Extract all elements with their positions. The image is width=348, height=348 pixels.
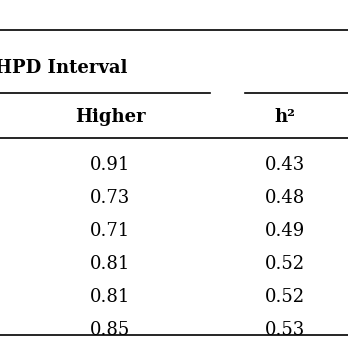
Text: 0.49: 0.49 — [265, 222, 305, 240]
Text: 0.48: 0.48 — [265, 189, 305, 207]
Text: HPD Interval: HPD Interval — [0, 59, 127, 77]
Text: Higher: Higher — [75, 108, 145, 126]
Text: h²: h² — [275, 108, 295, 126]
Text: 0.71: 0.71 — [90, 222, 130, 240]
Text: 0.43: 0.43 — [265, 156, 305, 174]
Text: 0.91: 0.91 — [90, 156, 130, 174]
Text: 0.81: 0.81 — [90, 288, 130, 306]
Text: 0.52: 0.52 — [265, 288, 305, 306]
Text: 0.85: 0.85 — [90, 321, 130, 339]
Text: 0.81: 0.81 — [90, 255, 130, 273]
Text: 0.53: 0.53 — [265, 321, 305, 339]
Text: 0.52: 0.52 — [265, 255, 305, 273]
Text: 0.73: 0.73 — [90, 189, 130, 207]
